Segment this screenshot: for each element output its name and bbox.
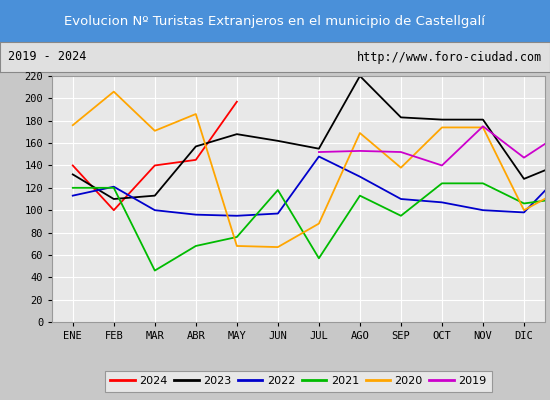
Text: http://www.foro-ciudad.com: http://www.foro-ciudad.com xyxy=(356,50,542,64)
Text: Evolucion Nº Turistas Extranjeros en el municipio de Castellgalí: Evolucion Nº Turistas Extranjeros en el … xyxy=(64,14,486,28)
Legend: 2024, 2023, 2022, 2021, 2020, 2019: 2024, 2023, 2022, 2021, 2020, 2019 xyxy=(104,371,492,392)
Text: 2019 - 2024: 2019 - 2024 xyxy=(8,50,87,64)
